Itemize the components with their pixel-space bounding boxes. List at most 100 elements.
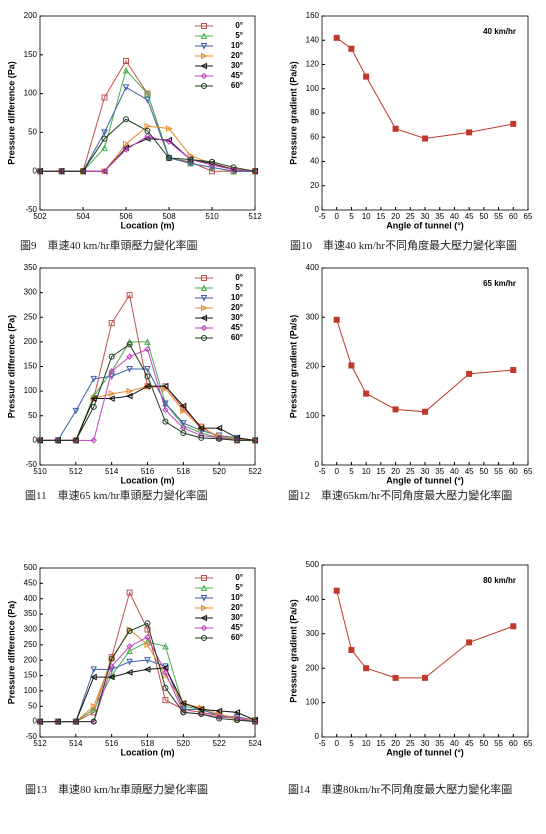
x-tick-label: 40 [450, 739, 459, 748]
series-line [336, 37, 514, 139]
x-tick-label: 516 [105, 739, 119, 748]
legend-label: 0° [235, 573, 243, 582]
legend-label: 20° [231, 51, 243, 60]
y-tick-label: 50 [28, 128, 37, 137]
data-point [510, 120, 517, 127]
data-point [216, 715, 223, 722]
legend-marker [200, 72, 208, 80]
data-point [54, 718, 61, 725]
data-point [162, 669, 169, 676]
data-point [187, 156, 194, 163]
data-point [72, 407, 80, 415]
data-point [466, 639, 473, 646]
y-tick-label: 0 [315, 205, 320, 214]
legend-label: 20° [231, 603, 243, 612]
data-point [37, 437, 44, 444]
data-point [198, 710, 205, 717]
x-tick-label: 55 [494, 212, 503, 221]
data-point [144, 127, 151, 134]
x-tick-label: -5 [318, 467, 326, 476]
data-point [233, 709, 241, 716]
data-point [333, 587, 340, 594]
x-tick-label: 50 [479, 739, 488, 748]
data-point [422, 674, 428, 681]
data-point [123, 140, 130, 148]
x-tick-label: 510 [33, 467, 47, 476]
data-point [162, 642, 169, 650]
data-point [80, 168, 87, 175]
x-tick-label: -5 [318, 739, 326, 748]
data-point [179, 699, 187, 707]
y-tick-label: 400 [24, 594, 38, 603]
data-point [166, 125, 173, 132]
y-tick-label: 300 [306, 629, 320, 638]
data-point [126, 365, 133, 373]
legend-marker [201, 604, 208, 612]
x-tick-label: 35 [435, 467, 444, 476]
y-tick-label: 450 [24, 578, 38, 587]
x-tick-label: 5 [349, 739, 354, 748]
data-point [101, 135, 108, 142]
y-tick-label: 100 [306, 698, 320, 707]
x-tick-label: 518 [141, 739, 155, 748]
legend-marker [200, 43, 208, 50]
data-point [90, 673, 97, 681]
x-tick-label: 30 [421, 739, 430, 748]
figure-caption: 圖11 車速65 km/hr車頭壓力變化率圖 [25, 490, 208, 502]
data-point [144, 338, 151, 345]
legend-label: 0° [235, 21, 243, 30]
data-point [123, 58, 129, 65]
data-point [197, 424, 205, 432]
series-line [40, 591, 256, 723]
data-point [122, 66, 130, 74]
data-point [333, 34, 340, 41]
y-axis-label: Pressure gradient (Pa/s) [288, 61, 298, 165]
y-axis-label: Pressure difference (Pa) [6, 61, 16, 165]
series-line [40, 138, 256, 172]
x-tick-label: 10 [362, 212, 371, 221]
series-line [40, 69, 255, 172]
data-point [165, 138, 173, 145]
x-tick-label: 25 [406, 212, 415, 221]
y-tick-label: 250 [24, 640, 38, 649]
data-point [198, 434, 205, 441]
series-line [40, 641, 256, 723]
data-point [162, 697, 169, 704]
data-point [363, 73, 370, 80]
data-point [180, 407, 187, 415]
x-tick-label: 45 [465, 467, 474, 476]
data-point [233, 434, 241, 442]
x-tick-label: 30 [421, 467, 430, 476]
data-point [363, 390, 370, 397]
legend-marker [201, 575, 207, 581]
legend-label: 5° [235, 583, 243, 592]
legend-marker [200, 614, 207, 622]
y-tick-label: 40 [310, 157, 319, 166]
y-tick-label: 400 [306, 263, 320, 272]
y-tick-label: 200 [306, 362, 320, 371]
data-point [125, 392, 133, 400]
legend-marker [200, 595, 208, 602]
legend-marker [201, 275, 207, 281]
x-tick-label: 55 [494, 739, 503, 748]
data-point [230, 164, 237, 171]
series-line [40, 343, 255, 441]
figure-caption: 圖12 車速65km/hr不同角度最大壓力變化率圖 [288, 490, 513, 502]
data-point [144, 346, 151, 353]
y-tick-label: 300 [24, 288, 38, 297]
series-line [40, 341, 256, 441]
data-point [108, 353, 115, 360]
x-tick-label: 502 [33, 212, 47, 221]
x-axis-label: Angle of tunnel (°) [386, 747, 464, 757]
x-tick-label: 50 [479, 467, 488, 476]
y-tick-label: -50 [25, 732, 37, 741]
x-tick-label: 516 [141, 467, 155, 476]
data-point [90, 705, 98, 713]
x-tick-label: 514 [105, 467, 119, 476]
data-point [72, 718, 79, 725]
x-tick-label: 30 [421, 212, 430, 221]
y-tick-label: 0 [33, 435, 38, 444]
y-tick-label: 100 [24, 386, 38, 395]
x-axis-label: Location (m) [121, 747, 175, 757]
